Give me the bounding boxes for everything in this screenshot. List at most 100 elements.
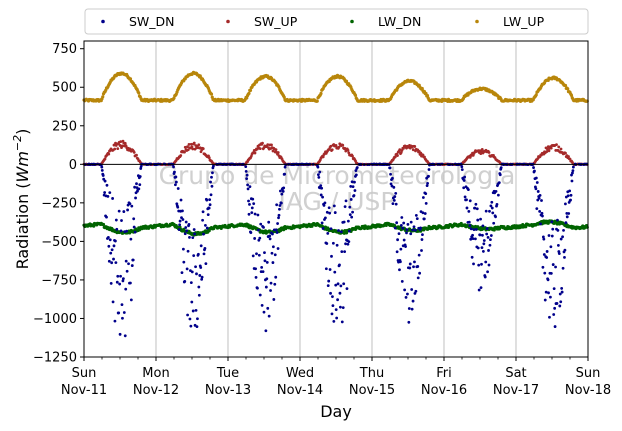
data-point: [116, 274, 120, 278]
data-point: [250, 206, 254, 210]
data-point: [108, 238, 112, 242]
data-point: [205, 198, 209, 202]
data-point: [549, 295, 552, 299]
data-point: [340, 250, 344, 254]
data-point: [571, 165, 575, 169]
data-point: [353, 93, 358, 97]
data-point: [332, 320, 336, 323]
data-point: [128, 77, 133, 81]
data-point: [346, 219, 350, 223]
y-tick-label: 750: [52, 42, 77, 57]
data-point: [476, 218, 480, 222]
data-point: [541, 214, 544, 218]
data-point: [279, 189, 282, 193]
data-point: [482, 239, 486, 242]
data-point: [211, 171, 214, 175]
data-point: [406, 292, 409, 296]
x-axis-title: Day: [320, 402, 352, 421]
data-point: [191, 147, 195, 151]
data-point: [497, 181, 501, 185]
data-point: [546, 278, 550, 282]
data-point: [413, 260, 416, 264]
series-lw_dn: [82, 219, 589, 237]
data-point: [339, 284, 343, 288]
data-point: [113, 147, 117, 151]
data-point: [349, 185, 353, 188]
x-tick-label-weekday: Tue: [216, 366, 239, 381]
data-point: [185, 229, 189, 233]
data-point: [562, 228, 565, 232]
data-point: [474, 227, 478, 231]
data-point: [258, 293, 262, 297]
data-point: [276, 222, 279, 225]
legend-label: SW_UP: [254, 14, 298, 29]
watermark-line-1: Grupo de Micrometeorologia: [159, 161, 516, 190]
data-point: [471, 237, 475, 241]
data-point: [189, 281, 193, 285]
data-point: [256, 228, 260, 232]
data-point: [253, 212, 257, 216]
data-point: [190, 300, 194, 304]
data-point: [118, 282, 122, 286]
data-point: [276, 247, 280, 250]
series-sw_dn: [84, 162, 589, 338]
data-point: [280, 192, 284, 196]
data-point: [350, 180, 354, 184]
data-point: [549, 146, 553, 150]
data-point: [535, 181, 539, 184]
data-point: [267, 314, 271, 318]
series-lw_up: [82, 70, 589, 104]
data-point: [189, 142, 193, 146]
data-point: [197, 285, 201, 289]
data-point: [389, 172, 392, 176]
data-point: [329, 227, 333, 231]
x-tick-label-date: Nov-14: [277, 383, 323, 398]
data-point: [556, 244, 560, 247]
data-point: [328, 268, 332, 271]
data-point: [534, 93, 538, 97]
data-point: [547, 149, 551, 153]
data-point: [260, 304, 264, 307]
data-point: [347, 229, 351, 233]
data-point: [138, 175, 142, 178]
data-point: [353, 189, 357, 192]
data-point: [114, 261, 118, 264]
data-point: [536, 190, 540, 193]
data-point: [121, 316, 124, 320]
data-point: [344, 199, 348, 203]
legend-item-sw_up: SW_UP: [226, 14, 298, 29]
data-point: [355, 166, 359, 169]
data-point: [209, 193, 213, 197]
data-point: [479, 217, 482, 221]
data-point: [425, 184, 429, 188]
data-point: [202, 232, 205, 236]
data-point: [480, 262, 483, 266]
data-point: [271, 245, 275, 249]
data-point: [394, 202, 398, 206]
data-point: [393, 226, 397, 230]
data-point: [263, 251, 266, 255]
data-point: [247, 91, 251, 95]
data-point: [210, 175, 213, 179]
data-point: [326, 231, 330, 235]
data-point: [262, 226, 265, 229]
x-tick-label-weekday: Mon: [142, 366, 169, 381]
data-point: [319, 91, 323, 96]
data-point: [195, 272, 198, 276]
data-point: [534, 187, 538, 191]
data-point: [209, 180, 212, 184]
x-axis: Sun Nov-11 Mon Nov-12 Tue Nov-13 Wed Nov-14 Thu N…: [61, 357, 611, 398]
data-point: [121, 279, 125, 283]
data-point: [472, 262, 475, 266]
data-point: [561, 266, 565, 270]
y-axis-title: Radiation (Wm−2): [11, 129, 32, 270]
data-point: [474, 202, 478, 206]
data-point: [270, 251, 274, 255]
data-point: [246, 183, 249, 187]
data-point: [351, 154, 354, 158]
x-tick-label-date: Nov-18: [565, 383, 611, 398]
data-point: [129, 281, 132, 285]
data-point: [194, 265, 197, 269]
data-point: [249, 231, 253, 235]
data-point: [480, 147, 484, 151]
